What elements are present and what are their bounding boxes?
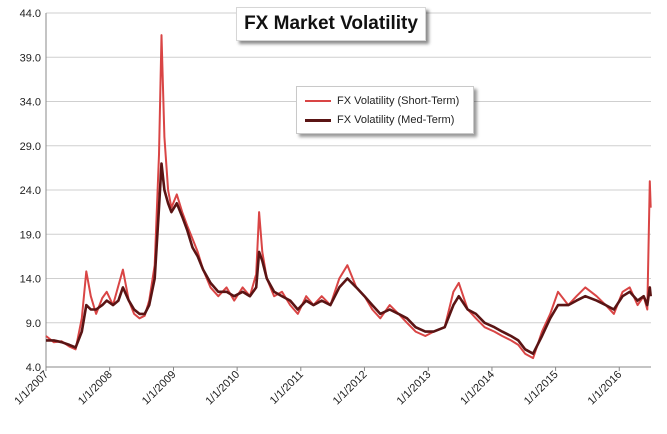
legend-swatch-short-term <box>305 100 331 102</box>
x-tick-label: 1/1/2011 <box>268 369 306 407</box>
y-tick-label: 29.0 <box>20 141 41 153</box>
x-tick-label: 1/1/2015 <box>522 369 561 408</box>
y-tick-label: 9.0 <box>26 318 41 330</box>
series-line-med-term <box>46 162 652 356</box>
x-tick-label: 1/1/2014 <box>458 369 497 408</box>
y-tick-labels: 4.0 9.0 14.0 19.0 24.0 29.0 34.0 39.0 44.0 <box>20 8 41 374</box>
legend-item-med-term: FX Volatility (Med-Term) <box>305 113 454 127</box>
legend-swatch-med-term <box>305 118 331 122</box>
y-tick-label: 14.0 <box>20 274 41 286</box>
series-line-short-term <box>45 34 652 360</box>
x-tick-labels: 1/1/2007 1/1/2008 1/1/2009 1/1/2010 1/1/2011… <box>12 367 624 407</box>
chart-title-text: FX Market Volatility <box>244 13 418 34</box>
legend: FX Volatility (Short-Term) FX Volatility… <box>296 86 474 134</box>
y-tick-label: 44.0 <box>20 8 41 20</box>
y-tick-label: 4.0 <box>26 362 41 374</box>
x-tick-label: 1/1/2012 <box>331 369 370 408</box>
x-tick-label: 1/1/2008 <box>76 369 115 408</box>
series-lines <box>45 34 652 360</box>
x-tick-label: 1/1/2016 <box>586 369 625 408</box>
y-tick-label: 39.0 <box>20 52 41 64</box>
y-tick-label: 24.0 <box>20 185 41 197</box>
chart-title: FX Market Volatility <box>236 7 426 41</box>
y-tick-label: 19.0 <box>20 229 41 241</box>
x-tick-label: 1/1/2010 <box>203 369 242 408</box>
x-tick-label: 1/1/2009 <box>140 369 179 408</box>
legend-item-short-term: FX Volatility (Short-Term) <box>305 94 459 108</box>
x-tick-label: 1/1/2007 <box>12 369 51 408</box>
x-tick-label: 1/1/2013 <box>395 369 434 408</box>
y-tick-label: 34.0 <box>20 97 41 109</box>
legend-label-short-term: FX Volatility (Short-Term) <box>337 95 460 107</box>
legend-label-med-term: FX Volatility (Med-Term) <box>337 114 455 126</box>
